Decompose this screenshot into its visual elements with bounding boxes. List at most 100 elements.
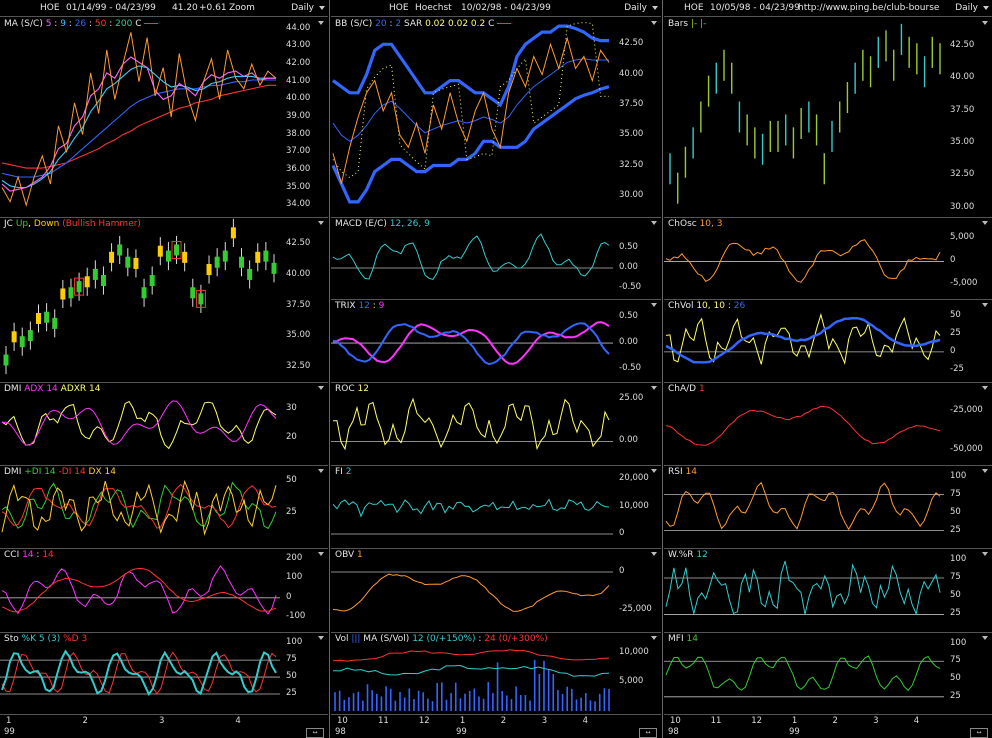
panel-menu-icon[interactable] <box>651 303 657 307</box>
panel-menu-icon[interactable] <box>318 221 324 225</box>
y-tick-label: -100 <box>286 611 306 622</box>
chart-column-3: HOE 10/05/98 - 04/23/99 http://www.ping.… <box>664 0 992 738</box>
panel-menu-icon[interactable] <box>318 469 324 473</box>
legend-text: 14 <box>22 550 34 560</box>
series-line <box>1 400 277 446</box>
indicator-panel-rsi[interactable]: RSI 14 100 75 50 25 <box>664 465 992 549</box>
panel-menu-icon[interactable] <box>982 303 988 307</box>
indicator-panel-jc[interactable]: JC Up, Down (Bullish Hammer) 42.50 40.00 37… <box>0 217 328 383</box>
column-divider[interactable] <box>662 0 663 738</box>
candle-body <box>190 287 196 299</box>
panel-menu-icon[interactable] <box>651 21 657 25</box>
panel-menu-icon[interactable] <box>651 386 657 390</box>
candle-body <box>230 227 236 239</box>
chevron-down-icon[interactable] <box>652 6 658 10</box>
candle-body <box>149 275 155 287</box>
panel-menu-icon[interactable] <box>982 469 988 473</box>
series-line <box>665 481 941 531</box>
panel-menu-icon[interactable] <box>982 386 988 390</box>
chevron-down-icon[interactable] <box>983 6 989 10</box>
panel-legend: TRIX 12 : 9 <box>335 301 384 311</box>
indicator-panel-wr[interactable]: W.%R 12 100 75 50 25 <box>664 548 992 633</box>
series-line-C <box>1 32 277 208</box>
panel-plot <box>0 565 280 615</box>
scroll-arrows-icon[interactable]: ↔ <box>970 728 988 738</box>
legend-text: DX 14 <box>85 467 116 477</box>
chevron-down-icon[interactable] <box>319 6 325 10</box>
panel-legend: ROC 12 <box>335 384 369 394</box>
panel-menu-icon[interactable] <box>651 636 657 640</box>
series-line <box>332 322 610 366</box>
indicator-panel-bars[interactable]: Bars |- |- 42.50 40.00 37.50 35.00 32.50 30.00 <box>664 17 992 218</box>
candle-body <box>174 244 180 256</box>
legend-text: C <box>485 19 498 29</box>
panel-legend: CCI 14 : 14 <box>4 550 54 560</box>
x-tick-label: 1 <box>791 716 798 726</box>
y-tick-label: 43.00 <box>286 40 311 51</box>
legend-text: MFI <box>668 634 687 644</box>
header-url[interactable]: http://www.ping.be/club-bourse <box>798 3 940 13</box>
indicator-panel-vol[interactable]: Vol ||| MA (S/Vol) 12 (0/+150%) : 24 (0/… <box>331 632 661 715</box>
legend-text: 12 <box>357 384 369 394</box>
bollinger-upper <box>332 24 609 108</box>
indicator-panel-sto[interactable]: Sto %K 5 (3) %D 3 100 75 50 25 <box>0 632 328 715</box>
scroll-arrows-icon[interactable]: ↔ <box>306 728 324 738</box>
y-tick-label: 100 <box>286 572 303 583</box>
y-tick-label: 34.00 <box>286 199 311 210</box>
panel-plot <box>664 481 944 532</box>
indicator-panel-chvol[interactable]: ChVol 10, 10 : 26 50 25 0 -25 <box>664 299 992 383</box>
legend-text: ADX 14 <box>24 384 58 394</box>
indicator-panel-roc[interactable]: ROC 12 25.00 0.00 <box>331 382 661 466</box>
panel-menu-icon[interactable] <box>651 552 657 556</box>
legend-text: 12, 26, 9 <box>389 219 430 229</box>
panel-plot <box>664 560 944 616</box>
indicator-panel-mfi[interactable]: MFI 14 100 75 50 25 <box>664 632 992 715</box>
indicator-panel-trix[interactable]: TRIX 12 : 9 0.50 0.00 -0.50 <box>331 299 661 383</box>
scroll-arrows-icon[interactable]: ↔ <box>639 728 657 738</box>
panel-menu-icon[interactable] <box>318 386 324 390</box>
indicator-panel-fi[interactable]: FI 2 20,000 10,000 0 <box>331 465 661 549</box>
indicator-panel-dmi1[interactable]: DMI ADX 14 ADXR 14 30 20 <box>0 382 328 466</box>
column-divider[interactable] <box>329 0 330 738</box>
y-tick-label: 40.00 <box>619 68 644 79</box>
panel-menu-icon[interactable] <box>318 636 324 640</box>
legend-text: ROC <box>335 384 358 394</box>
y-tick-label: 41.00 <box>286 75 311 86</box>
panel-menu-icon[interactable] <box>982 21 988 25</box>
panel-menu-icon[interactable] <box>982 221 988 225</box>
indicator-panel-bb[interactable]: BB (S/C) 20 : 2 SAR 0.02 0.02 0.2 C 42.5… <box>331 17 661 218</box>
indicator-panel-ma[interactable]: MA (S/C) 5 : 9 : 26 : 50 : 200 C 44.00 43… <box>0 17 328 218</box>
indicator-panel-chad[interactable]: ChA/D 1 -25,000 -50,000 <box>664 382 992 466</box>
panel-menu-icon[interactable] <box>982 552 988 556</box>
candle-body <box>19 336 25 348</box>
panel-legend: Sto %K 5 (3) %D 3 <box>4 634 87 644</box>
header-ticker: HOE <box>684 3 704 13</box>
indicator-panel-dmi2[interactable]: DMI +DI 14 -DI 14 DX 14 50 25 <box>0 465 328 549</box>
candle-body <box>141 287 147 299</box>
candle-body <box>214 256 220 268</box>
indicator-panel-obv[interactable]: OBV 1 0 -25,000 <box>331 548 661 633</box>
header-ticker: HOE <box>389 3 409 13</box>
panel-legend: DMI +DI 14 -DI 14 DX 14 <box>4 467 116 477</box>
zoom-button[interactable]: Zoom <box>229 3 255 13</box>
panel-legend: MACD (E/C) 12, 26, 9 <box>335 219 430 229</box>
period-selector[interactable]: Daily <box>291 3 314 13</box>
panel-menu-icon[interactable] <box>318 552 324 556</box>
panel-menu-icon[interactable] <box>651 469 657 473</box>
panel-menu-icon[interactable] <box>982 636 988 640</box>
y-tick-label: 20 <box>286 432 297 443</box>
panel-menu-icon[interactable] <box>651 221 657 225</box>
legend-text: TRIX <box>335 301 359 311</box>
indicator-panel-macd[interactable]: MACD (E/C) 12, 26, 9 0.50 0.00 -0.50 <box>331 217 661 300</box>
chart-header: HOE Hoechst 10/02/98 - 04/23/99 Daily <box>331 0 661 17</box>
indicator-panel-cci[interactable]: CCI 14 : 14 200 100 0 -100 <box>0 548 328 633</box>
indicator-panel-chosc[interactable]: ChOsc 10, 3 5,000 0 -5,000 <box>664 217 992 300</box>
panel-plot <box>1 32 277 208</box>
period-selector[interactable]: Daily <box>955 3 978 13</box>
y-tick-label: 100 <box>950 637 967 648</box>
period-selector[interactable]: Daily <box>624 3 647 13</box>
candle-body <box>35 312 41 324</box>
legend-text: (Bullish Hammer) <box>59 219 141 229</box>
panel-menu-icon[interactable] <box>318 21 324 25</box>
legend-text: ||| <box>351 634 361 644</box>
